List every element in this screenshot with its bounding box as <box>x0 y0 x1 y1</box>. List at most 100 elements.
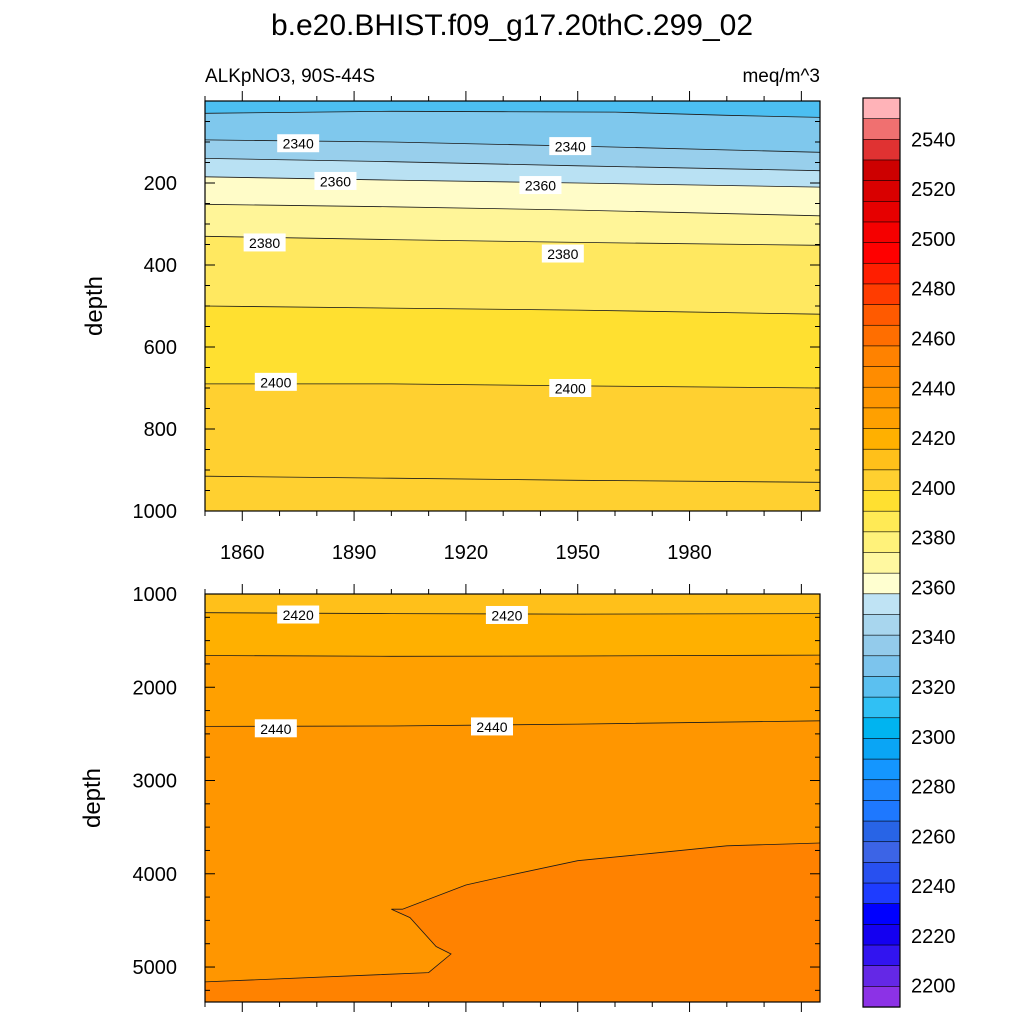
contour-label: 2380 <box>541 244 584 263</box>
contour-line <box>204 475 821 483</box>
y-tick-label: 1000 <box>133 501 178 523</box>
colorbar-swatch <box>862 758 901 781</box>
colorbar-tick-label: 2320 <box>911 677 956 699</box>
contour-label: 2420 <box>485 605 528 624</box>
contour-label: 2440 <box>254 719 297 738</box>
colorbar-swatch <box>862 242 901 264</box>
x-tick-label: 1980 <box>667 542 712 564</box>
upper-panel: 2340 2340 2360 2360 2380 2380 2400 2400 1860 189… <box>81 91 821 564</box>
colorbar-tick-label: 2520 <box>911 179 956 201</box>
colorbar-swatch <box>862 200 901 223</box>
colorbar-frame <box>862 97 901 1008</box>
colorbar-swatch <box>862 180 901 202</box>
colorbar-swatch <box>862 345 901 368</box>
colorbar-swatch <box>862 97 901 120</box>
colorbar-swatch <box>862 469 901 492</box>
contour-label-text: 2440 <box>260 721 291 737</box>
x-tick-label: 1890 <box>332 542 377 564</box>
y-tick-label: 400 <box>144 255 177 277</box>
colorbar-swatch <box>862 841 901 863</box>
colorbar-tick-label: 2540 <box>911 129 956 151</box>
lower-y-axis-label: depth <box>79 768 106 828</box>
contour-label-text: 2440 <box>476 719 507 735</box>
contour-label: 2360 <box>519 176 562 195</box>
contour-label-text: 2420 <box>491 607 522 623</box>
contour-label-text: 2340 <box>283 136 314 152</box>
contour-label-text: 2380 <box>249 235 280 251</box>
colorbar-swatch <box>862 221 901 244</box>
colorbar-swatch <box>862 552 901 574</box>
colorbar-swatch <box>862 593 901 616</box>
y-tick-label: 1000 <box>133 584 178 606</box>
colorbar-swatch <box>862 159 901 182</box>
y-tick-label: 600 <box>144 337 177 359</box>
variable-label: ALKpNO3, 90S-44S <box>205 66 375 87</box>
colorbar-swatch <box>862 407 901 430</box>
contour-label-text: 2360 <box>525 178 556 194</box>
contour-label-text: 2340 <box>555 139 586 155</box>
colorbar-swatch <box>862 779 901 802</box>
colorbar-swatch <box>862 304 901 326</box>
colorbar-swatch <box>862 614 901 636</box>
contour-line <box>204 176 821 188</box>
lower-contour-fills <box>205 594 820 1002</box>
colorbar-swatch <box>862 490 901 512</box>
x-tick-label: 1920 <box>444 542 489 564</box>
colorbar-tick-label: 2260 <box>911 826 956 848</box>
upper-contour-labels: 2340 2340 2360 2360 2380 2380 2400 2400 <box>243 134 592 397</box>
contour-label: 2340 <box>277 134 320 153</box>
contour-label: 2400 <box>254 372 297 391</box>
colorbar-tick-label: 2460 <box>911 328 956 350</box>
contour-band <box>205 476 820 511</box>
contour-line <box>204 158 821 172</box>
colorbar-swatch <box>862 510 901 533</box>
colorbar-swatch <box>862 800 901 822</box>
contour-label-text: 2400 <box>260 374 291 390</box>
colorbar-swatch <box>862 118 901 140</box>
y-tick-label: 200 <box>144 173 177 195</box>
colorbar-swatch <box>862 717 901 740</box>
lower-contour-labels: 2420 2420 2440 2440 <box>254 605 528 738</box>
contour-label: 2340 <box>549 137 592 156</box>
colorbar-swatch <box>862 531 901 554</box>
colorbar-tick-label: 2500 <box>911 229 956 251</box>
colorbar-tick-label: 2200 <box>911 976 956 998</box>
upper-contour-fills <box>205 101 820 512</box>
contour-line <box>204 235 821 246</box>
colorbar-swatch <box>862 386 901 409</box>
y-tick-label: 4000 <box>133 864 178 886</box>
colorbar-swatch <box>862 862 901 884</box>
colorbar-swatch <box>862 572 901 595</box>
colorbar-swatch <box>862 965 901 987</box>
colorbar-tick-label: 2380 <box>911 528 956 550</box>
contour-line <box>204 203 821 217</box>
y-tick-label: 3000 <box>133 771 178 793</box>
colorbar-swatch <box>862 924 901 946</box>
contour-line <box>204 842 821 983</box>
colorbar-tick-label: 2220 <box>911 926 956 948</box>
contour-line <box>204 654 821 657</box>
colorbar-swatch <box>862 428 901 450</box>
colorbar-swatch <box>862 944 901 967</box>
y-tick-label: 5000 <box>133 957 178 979</box>
colorbar-tick-label: 2340 <box>911 627 956 649</box>
colorbar-swatch <box>862 820 901 843</box>
colorbar-swatch <box>862 324 901 347</box>
colorbar-swatch <box>862 634 901 657</box>
contour-band <box>205 843 820 1002</box>
lower-plot-frame <box>204 593 821 1003</box>
colorbar-tick-label: 2280 <box>911 777 956 799</box>
y-tick-label: 2000 <box>133 677 178 699</box>
contour-label: 2380 <box>243 233 286 252</box>
colorbar-swatch <box>862 882 901 905</box>
lower-panel: 2420 2420 2440 2440 1000 2000 3000 4000 5000 de… <box>79 584 821 1012</box>
colorbar-swatch <box>862 696 901 719</box>
colorbar-swatch <box>862 655 901 678</box>
contour-line <box>204 110 821 118</box>
colorbar-tick-label: 2360 <box>911 577 956 599</box>
colorbar-tick-label: 2480 <box>911 279 956 301</box>
units-label: meq/m^3 <box>742 66 820 87</box>
colorbar-swatch <box>862 676 901 698</box>
contour-label-text: 2400 <box>555 381 586 397</box>
y-tick-label: 800 <box>144 419 177 441</box>
